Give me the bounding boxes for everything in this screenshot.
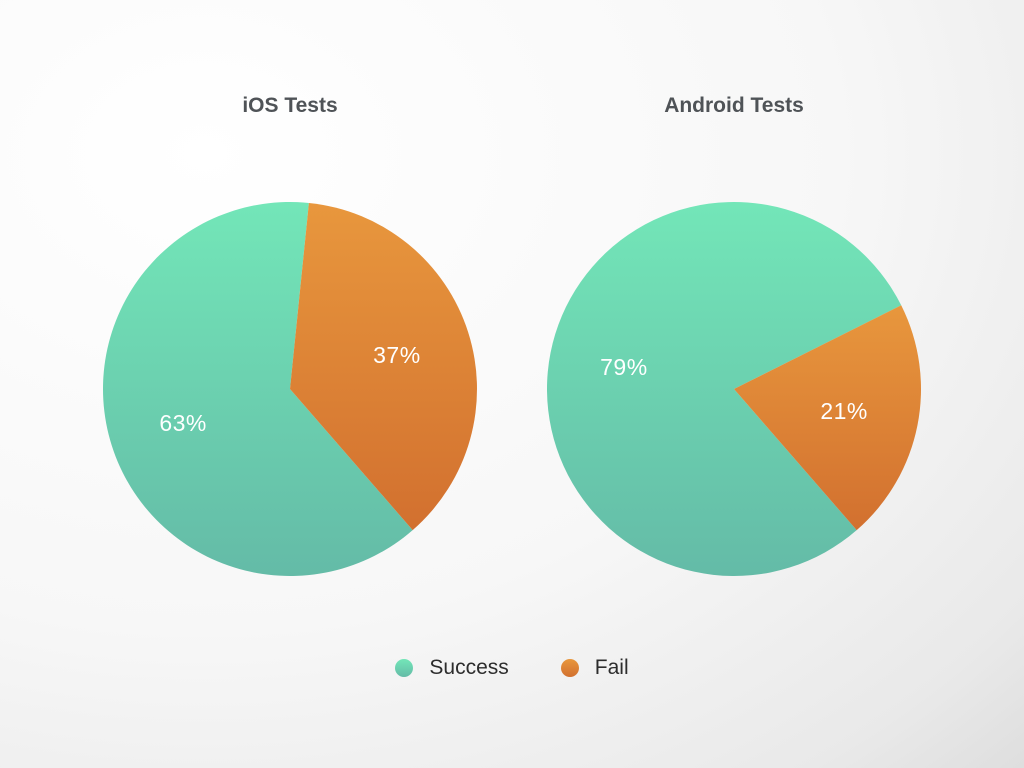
android-slice-label-success: 79% (600, 354, 648, 380)
android-chart-title: Android Tests (664, 94, 804, 117)
chart-legend: Success Fail (0, 656, 1024, 680)
ios-slice-label-success: 63% (159, 410, 207, 436)
legend-label-fail: Fail (594, 656, 629, 679)
android-slice-label-fail: 21% (820, 398, 868, 424)
ios-slice-fail (290, 202, 477, 531)
android-slice-success (547, 201, 902, 576)
ios-chart-title: iOS Tests (242, 94, 337, 117)
legend-swatch-success (395, 659, 414, 677)
legend-item-success: Success (395, 656, 509, 680)
legend-item-fail: Fail (560, 656, 629, 680)
legend-swatch-fail (560, 659, 579, 677)
ios-slice-success (102, 202, 413, 577)
legend-label-success: Success (429, 656, 509, 679)
ios-slice-label-fail: 37% (373, 342, 421, 368)
ios-pie: 63% 37% (102, 202, 477, 577)
android-slice-fail (734, 305, 922, 531)
android-pie: 79% 21% (547, 201, 922, 576)
